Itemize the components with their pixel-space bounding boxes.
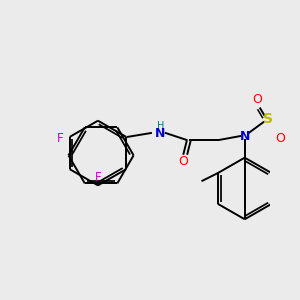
Text: F: F	[57, 132, 64, 145]
Text: O: O	[178, 155, 188, 168]
Text: O: O	[275, 132, 285, 145]
Text: N: N	[239, 130, 250, 142]
Text: N: N	[155, 127, 165, 140]
Text: S: S	[263, 112, 273, 126]
Text: H: H	[157, 121, 164, 131]
Text: F: F	[94, 171, 101, 184]
Text: O: O	[252, 93, 262, 106]
